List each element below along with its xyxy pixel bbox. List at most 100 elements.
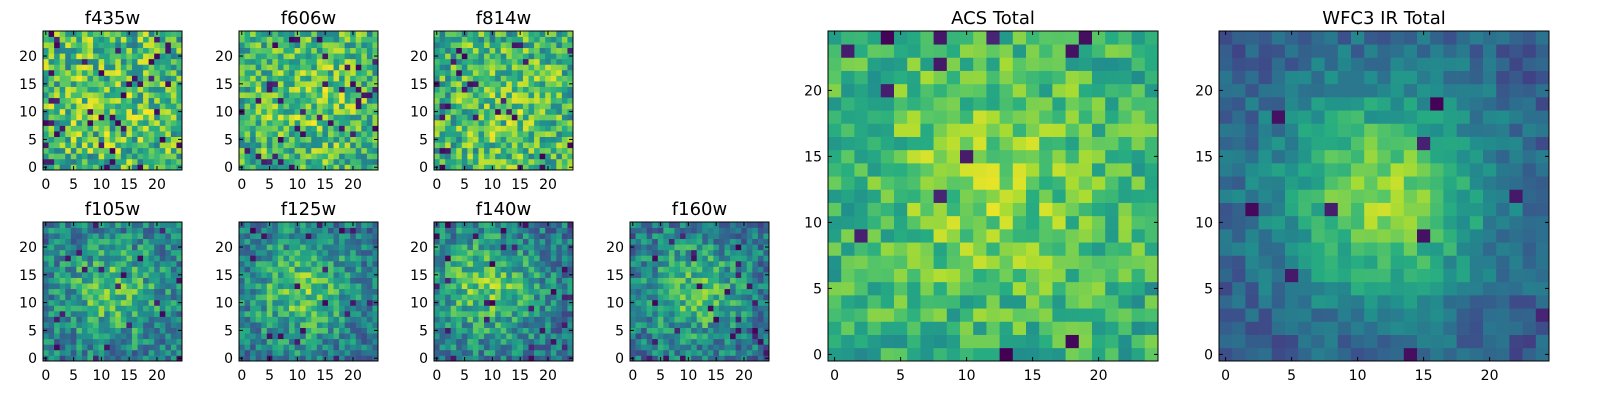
heatmap-cell [668, 233, 675, 240]
heatmap-cell [104, 305, 111, 312]
heatmap-cell [170, 344, 177, 351]
heatmap-cell [327, 333, 334, 340]
heatmap-cell [718, 310, 725, 317]
heatmap-cell [43, 305, 49, 312]
heatmap-cell [65, 272, 72, 278]
heatmap-cell [148, 305, 155, 312]
heatmap-cell [478, 222, 485, 228]
heatmap-cell [159, 136, 166, 143]
heatmap-cell [635, 316, 642, 323]
heatmap-cell [81, 64, 88, 71]
heatmap-cell [657, 249, 664, 256]
heatmap-cell [311, 31, 318, 37]
heatmap-cell [98, 272, 105, 278]
panel-title: f606w [281, 8, 336, 29]
heatmap-cell [730, 338, 736, 345]
heatmap-cell [894, 189, 908, 203]
heatmap-cell [674, 305, 681, 312]
heatmap-cell [300, 69, 307, 76]
heatmap-cell [333, 136, 340, 143]
heatmap-cell [283, 222, 290, 228]
heatmap-cell [261, 333, 268, 340]
heatmap-cell [70, 299, 77, 306]
heatmap-cell [1118, 176, 1132, 190]
heatmap-cell [104, 288, 111, 295]
heatmap-cell [691, 294, 698, 301]
heatmap-cell [450, 142, 457, 149]
heatmap-cell [539, 349, 546, 356]
heatmap-cell [333, 103, 340, 110]
heatmap-cell [333, 294, 340, 301]
heatmap-cell [646, 233, 653, 240]
heatmap-cell [244, 277, 251, 284]
heatmap-cell [528, 75, 535, 82]
heatmap-cell [305, 58, 312, 65]
heatmap-cell [841, 295, 855, 309]
heatmap-cell [674, 255, 681, 262]
heatmap-cell [126, 327, 133, 334]
heatmap-cell [344, 327, 351, 334]
heatmap-cell [635, 249, 642, 256]
heatmap-cell [366, 42, 373, 49]
heatmap-cell [489, 114, 496, 121]
heatmap-cell [170, 136, 177, 143]
heatmap-cell [43, 114, 49, 121]
heatmap-cell [1078, 255, 1093, 269]
heatmap-cell [366, 114, 373, 121]
heatmap-cell [93, 114, 99, 121]
heatmap-cell [54, 119, 61, 126]
heatmap-cell [539, 305, 546, 312]
heatmap-cell [445, 272, 452, 278]
heatmap-cell [757, 266, 764, 273]
heatmap-cell [506, 255, 513, 262]
x-tick-label: 20 [148, 368, 166, 384]
heatmap-cell [244, 322, 251, 328]
heatmap-cell [511, 355, 518, 362]
heatmap-cell [54, 103, 61, 110]
heatmap-cell [289, 310, 295, 317]
heatmap-cell [366, 294, 373, 301]
heatmap-cell [456, 136, 463, 143]
heatmap-cell [372, 86, 379, 93]
heatmap-cell [294, 316, 301, 323]
heatmap-cell [657, 266, 664, 273]
heatmap-cell [115, 136, 122, 143]
heatmap-cell [361, 147, 368, 154]
heatmap-cell [495, 272, 502, 278]
heatmap-cell [894, 308, 908, 322]
heatmap-cell [76, 75, 83, 82]
heatmap-cell [339, 119, 345, 126]
heatmap-cell [159, 349, 166, 356]
heatmap-cell [176, 277, 183, 284]
heatmap-cell [472, 97, 479, 104]
heatmap-cell [59, 69, 66, 76]
heatmap-cell [1078, 163, 1093, 177]
heatmap-cell [165, 153, 172, 160]
heatmap-cell [255, 75, 262, 82]
heatmap-cell [239, 153, 245, 160]
heatmap-cell [450, 260, 457, 267]
heatmap-cell [880, 255, 895, 269]
heatmap-cell [333, 277, 340, 284]
heatmap-cell [534, 119, 540, 126]
heatmap-cell [713, 322, 720, 328]
heatmap-cell [511, 227, 518, 234]
heatmap-cell [489, 283, 496, 290]
heatmap-cell [316, 31, 323, 37]
heatmap-cell [239, 294, 245, 301]
heatmap-cell [339, 288, 345, 295]
heatmap-cell [148, 31, 155, 37]
heatmap-cell [266, 153, 273, 160]
heatmap-cell [327, 53, 334, 60]
heatmap-cell [986, 347, 1000, 362]
heatmap-cell [366, 244, 373, 251]
heatmap-cell [550, 238, 557, 245]
heatmap-cell [445, 316, 452, 323]
heatmap-cell [311, 92, 318, 99]
heatmap-cell [170, 47, 177, 54]
heatmap-cell [104, 81, 111, 87]
heatmap-cell [165, 108, 172, 115]
heatmap-cell [461, 36, 468, 43]
heatmap-cell [327, 299, 334, 306]
heatmap-cell [652, 222, 659, 228]
